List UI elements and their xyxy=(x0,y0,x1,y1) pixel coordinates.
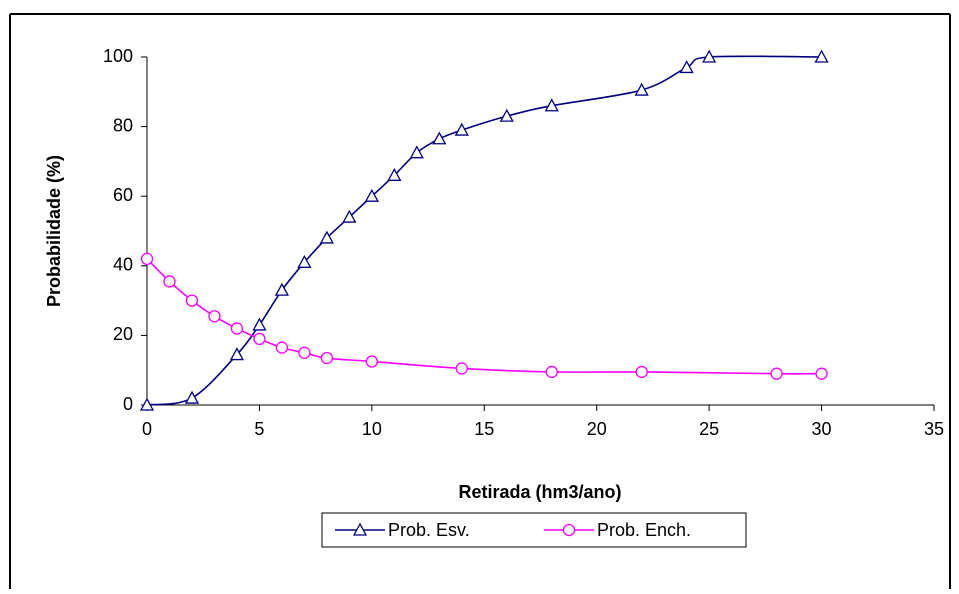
marker xyxy=(365,355,379,368)
marker xyxy=(455,362,468,375)
marker xyxy=(252,317,267,331)
marker xyxy=(342,209,357,223)
y-tick-label: 100 xyxy=(103,46,133,66)
series-line xyxy=(146,55,822,406)
marker xyxy=(184,390,200,404)
marker xyxy=(432,131,447,145)
series-line xyxy=(146,258,822,375)
marker xyxy=(208,310,221,323)
marker xyxy=(275,341,289,354)
marker xyxy=(387,167,402,181)
marker xyxy=(140,252,154,265)
marker xyxy=(702,49,717,63)
x-tick-label: 5 xyxy=(254,419,264,439)
legend-marker xyxy=(352,522,368,536)
marker xyxy=(364,188,379,202)
marker xyxy=(679,60,694,74)
x-tick-label: 35 xyxy=(924,419,944,439)
x-tick-label: 0 xyxy=(142,419,152,439)
marker xyxy=(545,365,558,379)
y-tick-label: 0 xyxy=(123,394,133,414)
marker xyxy=(163,275,176,288)
y-tick-label: 40 xyxy=(113,255,133,275)
marker xyxy=(319,230,334,244)
marker xyxy=(770,367,783,380)
legend-label: Prob. Ench. xyxy=(597,520,691,540)
marker xyxy=(454,122,469,136)
marker xyxy=(499,108,514,122)
x-axis-title: Retirada (hm3/ano) xyxy=(458,482,621,502)
marker xyxy=(298,346,311,359)
legend-marker xyxy=(562,523,576,537)
marker xyxy=(185,294,199,307)
marker xyxy=(320,351,334,365)
marker xyxy=(409,145,424,159)
marker xyxy=(635,365,648,379)
x-tick-label: 30 xyxy=(812,419,832,439)
x-tick-label: 15 xyxy=(474,419,494,439)
x-tick-label: 25 xyxy=(699,419,719,439)
legend xyxy=(321,512,747,548)
marker xyxy=(634,82,649,96)
y-tick-label: 60 xyxy=(113,185,133,205)
y-tick-label: 80 xyxy=(113,115,133,135)
marker xyxy=(230,322,244,335)
marker xyxy=(139,397,155,411)
marker xyxy=(814,49,829,63)
marker xyxy=(253,332,266,346)
y-tick-label: 20 xyxy=(113,324,133,344)
x-tick-label: 20 xyxy=(587,419,607,439)
legend-label: Prob. Esv. xyxy=(388,520,470,540)
marker xyxy=(815,367,828,380)
marker xyxy=(274,282,290,296)
marker xyxy=(297,254,312,268)
y-axis-title: Probabilidade (%) xyxy=(44,155,64,307)
marker xyxy=(544,98,559,112)
x-tick-label: 10 xyxy=(362,419,382,439)
marker xyxy=(229,347,245,361)
